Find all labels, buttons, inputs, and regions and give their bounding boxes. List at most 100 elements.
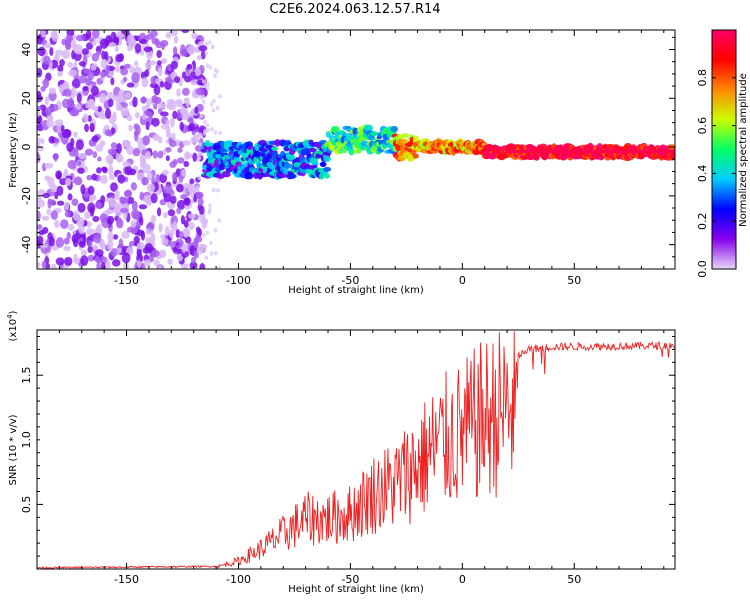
snr-y-label: SNR (10 * v/v) [8, 414, 19, 485]
spectrogram-cell [208, 203, 212, 208]
spectrogram-cell [197, 155, 202, 161]
spectrogram-cell [112, 111, 117, 122]
spectrogram-cell [61, 49, 71, 60]
spectrogram-cell [163, 192, 172, 203]
spectrogram-cell [127, 34, 135, 46]
spectrogram-cell [202, 232, 206, 238]
spectrogram-cell [63, 237, 70, 245]
spectrogram-cell [160, 58, 168, 64]
spectrogram-cell [176, 183, 184, 193]
spectrogram-cell [104, 129, 112, 137]
spectrogram-cell [99, 213, 108, 223]
spectrogram-cell [167, 78, 175, 84]
spectrogram-cell [109, 201, 117, 208]
spectrogram-cell [134, 112, 140, 119]
spectrogram-cell [157, 103, 166, 109]
spectrogram-cell [177, 147, 183, 153]
spectrogram-cell [233, 156, 241, 163]
spectrogram-cell [190, 71, 196, 78]
spectrogram-cell [156, 207, 162, 217]
x-tick-label: -150 [114, 274, 139, 287]
spectrogram-cell [119, 196, 125, 204]
spectrogram-cell [217, 218, 222, 223]
y-tick-label: 1.5 [20, 366, 33, 384]
spectrogram-cell [215, 30, 220, 35]
spectrogram-cell [205, 230, 210, 235]
spectrogram-cell [53, 153, 58, 162]
spectrogram-cell [192, 152, 198, 162]
spectrogram-cell [87, 245, 93, 254]
spectrogram-cell [200, 50, 206, 60]
spectrogram-cell [133, 212, 140, 220]
spectrogram-cell [105, 154, 114, 165]
spectrogram-cell [50, 103, 59, 112]
spectrogram-cell [64, 211, 71, 218]
spectrogram-cell [210, 44, 215, 50]
x-tick-label: -150 [114, 573, 139, 586]
spectrogram-cell [215, 105, 220, 111]
spectrogram-cell [73, 253, 78, 264]
spectrogram-cell [97, 156, 102, 162]
spectrogram-cell [57, 71, 63, 77]
spectrogram-cell [71, 78, 81, 89]
spectrogram-cell [163, 184, 173, 194]
spectrogram-cell [78, 75, 88, 84]
spectrogram-cell [159, 81, 165, 88]
spectrogram-cell [76, 92, 82, 104]
spectrogram-cell [41, 215, 50, 221]
spectrogram-cell [105, 64, 110, 75]
spectrogram-cell [45, 106, 53, 116]
spectrogram-cell [88, 196, 95, 203]
spectrogram-cell [213, 228, 218, 233]
spectrogram-cell [126, 114, 133, 122]
spectrogram-cell [136, 259, 142, 269]
spectrogram-cell [113, 95, 119, 102]
spectrogram-panel: -150 -100 -50 0 50 -40 -20 0 20 40 Height of str… [8, 29, 676, 296]
spectrogram-cell [187, 45, 196, 55]
spectrogram-cell [172, 246, 178, 253]
spectrogram-cell [218, 130, 222, 136]
spectrogram-cell [41, 260, 47, 269]
spectrogram-cell [167, 258, 173, 265]
spectrogram-cell [64, 39, 71, 50]
spectrogram-cell [144, 60, 152, 70]
spectrogram-cell [47, 199, 56, 205]
spectrogram-cell [175, 100, 184, 108]
spectrogram-cell [151, 176, 156, 185]
spectrogram-cell [183, 160, 190, 168]
spectrogram-cell [320, 162, 326, 168]
spectrogram-cell [63, 88, 72, 97]
spectrogram-cell [139, 191, 144, 201]
spectrogram-cell [97, 105, 102, 113]
spectrogram-cell [87, 254, 95, 262]
spectrogram-cell [50, 210, 59, 220]
spectrogram-x-label: Height of straight line (km) [288, 285, 424, 296]
spectrogram-cell [72, 210, 80, 221]
spectrogram-cell [93, 233, 102, 244]
spectrogram-cell [112, 234, 119, 240]
spectrogram-cell [117, 174, 126, 184]
spectrogram-cell [181, 243, 187, 254]
spectrogram-cell [211, 187, 216, 193]
spectrogram-cell [115, 66, 120, 73]
spectrogram-cell [222, 171, 231, 178]
spectrogram-cell [92, 135, 99, 142]
spectrogram-cell [165, 155, 170, 162]
spectrogram-cell [68, 69, 78, 77]
spectrogram-cell [212, 98, 216, 104]
spectrogram-cell [179, 48, 188, 57]
spectrogram-cell [55, 170, 63, 180]
spectrogram-cell [134, 60, 139, 67]
spectrogram-cell [360, 145, 367, 151]
spectrogram-cell [184, 153, 194, 159]
spectrogram-cell [145, 121, 150, 131]
spectrogram-cell [155, 174, 161, 184]
spectrogram-cell [80, 184, 86, 195]
spectrogram-cell [170, 60, 178, 70]
spectrogram-cell [107, 231, 114, 243]
spectrogram-cell [116, 217, 122, 226]
spectrogram-cell [198, 142, 203, 147]
spectrogram-cell [348, 147, 355, 156]
spectrogram-cell [128, 66, 136, 74]
spectrogram-cell [85, 42, 94, 50]
